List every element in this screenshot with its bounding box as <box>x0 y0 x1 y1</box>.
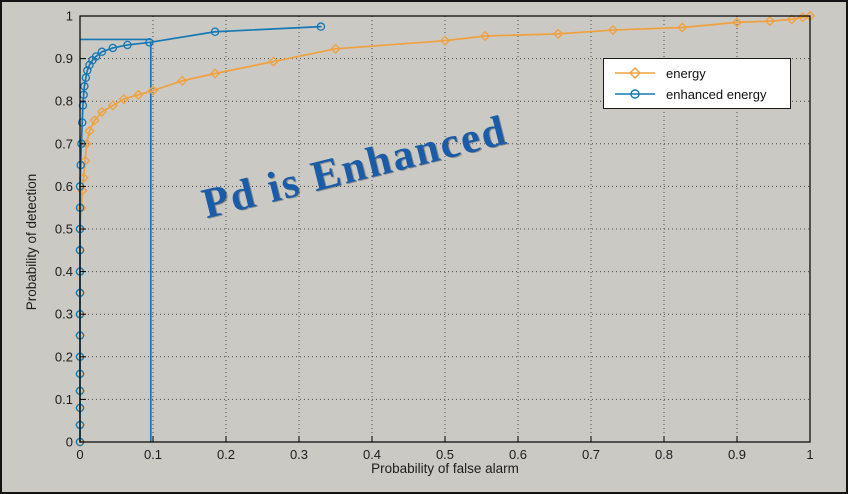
legend-label-enhanced-energy: enhanced energy <box>666 86 767 102</box>
marker-circle <box>145 38 154 47</box>
marker-diamond <box>677 22 688 33</box>
x-tick-label: 0.4 <box>363 447 381 462</box>
x-tick-label: 0.8 <box>655 447 673 462</box>
x-tick-label: 0.1 <box>144 447 162 462</box>
marker-diamond <box>553 28 564 40</box>
marker-diamond <box>84 125 95 137</box>
x-tick-label: 0.3 <box>290 447 308 462</box>
marker-diamond <box>209 68 221 79</box>
x-tick-label: 0.6 <box>509 447 527 462</box>
marker-diamond <box>268 56 279 67</box>
marker-diamond <box>96 106 108 117</box>
energy-line-swatch-icon <box>615 67 655 79</box>
y-tick-label: 0.5 <box>55 222 73 237</box>
marker-diamond <box>439 35 451 46</box>
marker-circle <box>210 27 220 37</box>
x-tick-label: 0 <box>76 447 83 462</box>
marker-circle <box>316 22 326 31</box>
y-tick-label: 0.2 <box>55 349 73 364</box>
marker-circle <box>83 66 92 75</box>
marker-diamond <box>764 15 775 27</box>
x-tick-label: 0.9 <box>728 447 746 462</box>
marker-circle <box>77 118 87 127</box>
marker-diamond <box>177 75 188 86</box>
marker-circle <box>97 47 107 57</box>
y-tick-label: 1 <box>66 9 73 24</box>
marker-diamond <box>89 115 100 126</box>
y-tick-label: 0.4 <box>55 264 73 279</box>
marker-circle <box>76 160 85 170</box>
x-tick-label: 0.2 <box>217 447 235 462</box>
x-axis-label: Probability of false alarm <box>371 461 519 476</box>
y-tick-label: 0.7 <box>55 136 73 151</box>
series-line-enhanced-energy <box>79 25 322 443</box>
x-tick-label: 0.5 <box>436 447 454 462</box>
marker-diamond <box>330 43 341 54</box>
marker-circle <box>108 43 118 53</box>
marker-diamond <box>133 89 144 100</box>
y-tick-label: 0.6 <box>55 179 73 194</box>
marker-diamond <box>480 30 491 42</box>
legend: energy enhanced energy <box>603 58 791 109</box>
marker-diamond <box>607 24 619 36</box>
marker-diamond <box>786 14 797 25</box>
y-tick-label: 0.9 <box>55 51 73 66</box>
marker-diamond <box>81 138 92 149</box>
marker-diamond <box>147 85 159 96</box>
marker-diamond <box>731 17 743 28</box>
enhanced-energy-line-swatch-icon <box>615 89 655 99</box>
marker-diamond <box>76 202 87 213</box>
y-axis-label: Probability of detection <box>24 173 39 311</box>
legend-item-energy[interactable]: energy <box>612 65 782 81</box>
marker-diamond <box>79 155 91 166</box>
y-tick-label: 0.8 <box>55 94 73 109</box>
marker-circle <box>91 52 101 61</box>
y-tick-label: 0.3 <box>55 307 73 322</box>
legend-item-enhanced-energy[interactable]: enhanced energy <box>612 86 782 102</box>
x-tick-label: 1 <box>806 447 813 462</box>
marker-diamond <box>107 100 118 111</box>
marker-circle <box>123 40 132 50</box>
marker-circle <box>78 101 88 110</box>
x-tick-label: 0.7 <box>582 447 600 462</box>
y-tick-label: 0.1 <box>55 392 73 407</box>
marker-diamond <box>118 93 129 105</box>
y-tick-label: 0 <box>66 435 73 450</box>
legend-label-energy: energy <box>666 65 706 81</box>
marker-circle <box>80 82 89 91</box>
